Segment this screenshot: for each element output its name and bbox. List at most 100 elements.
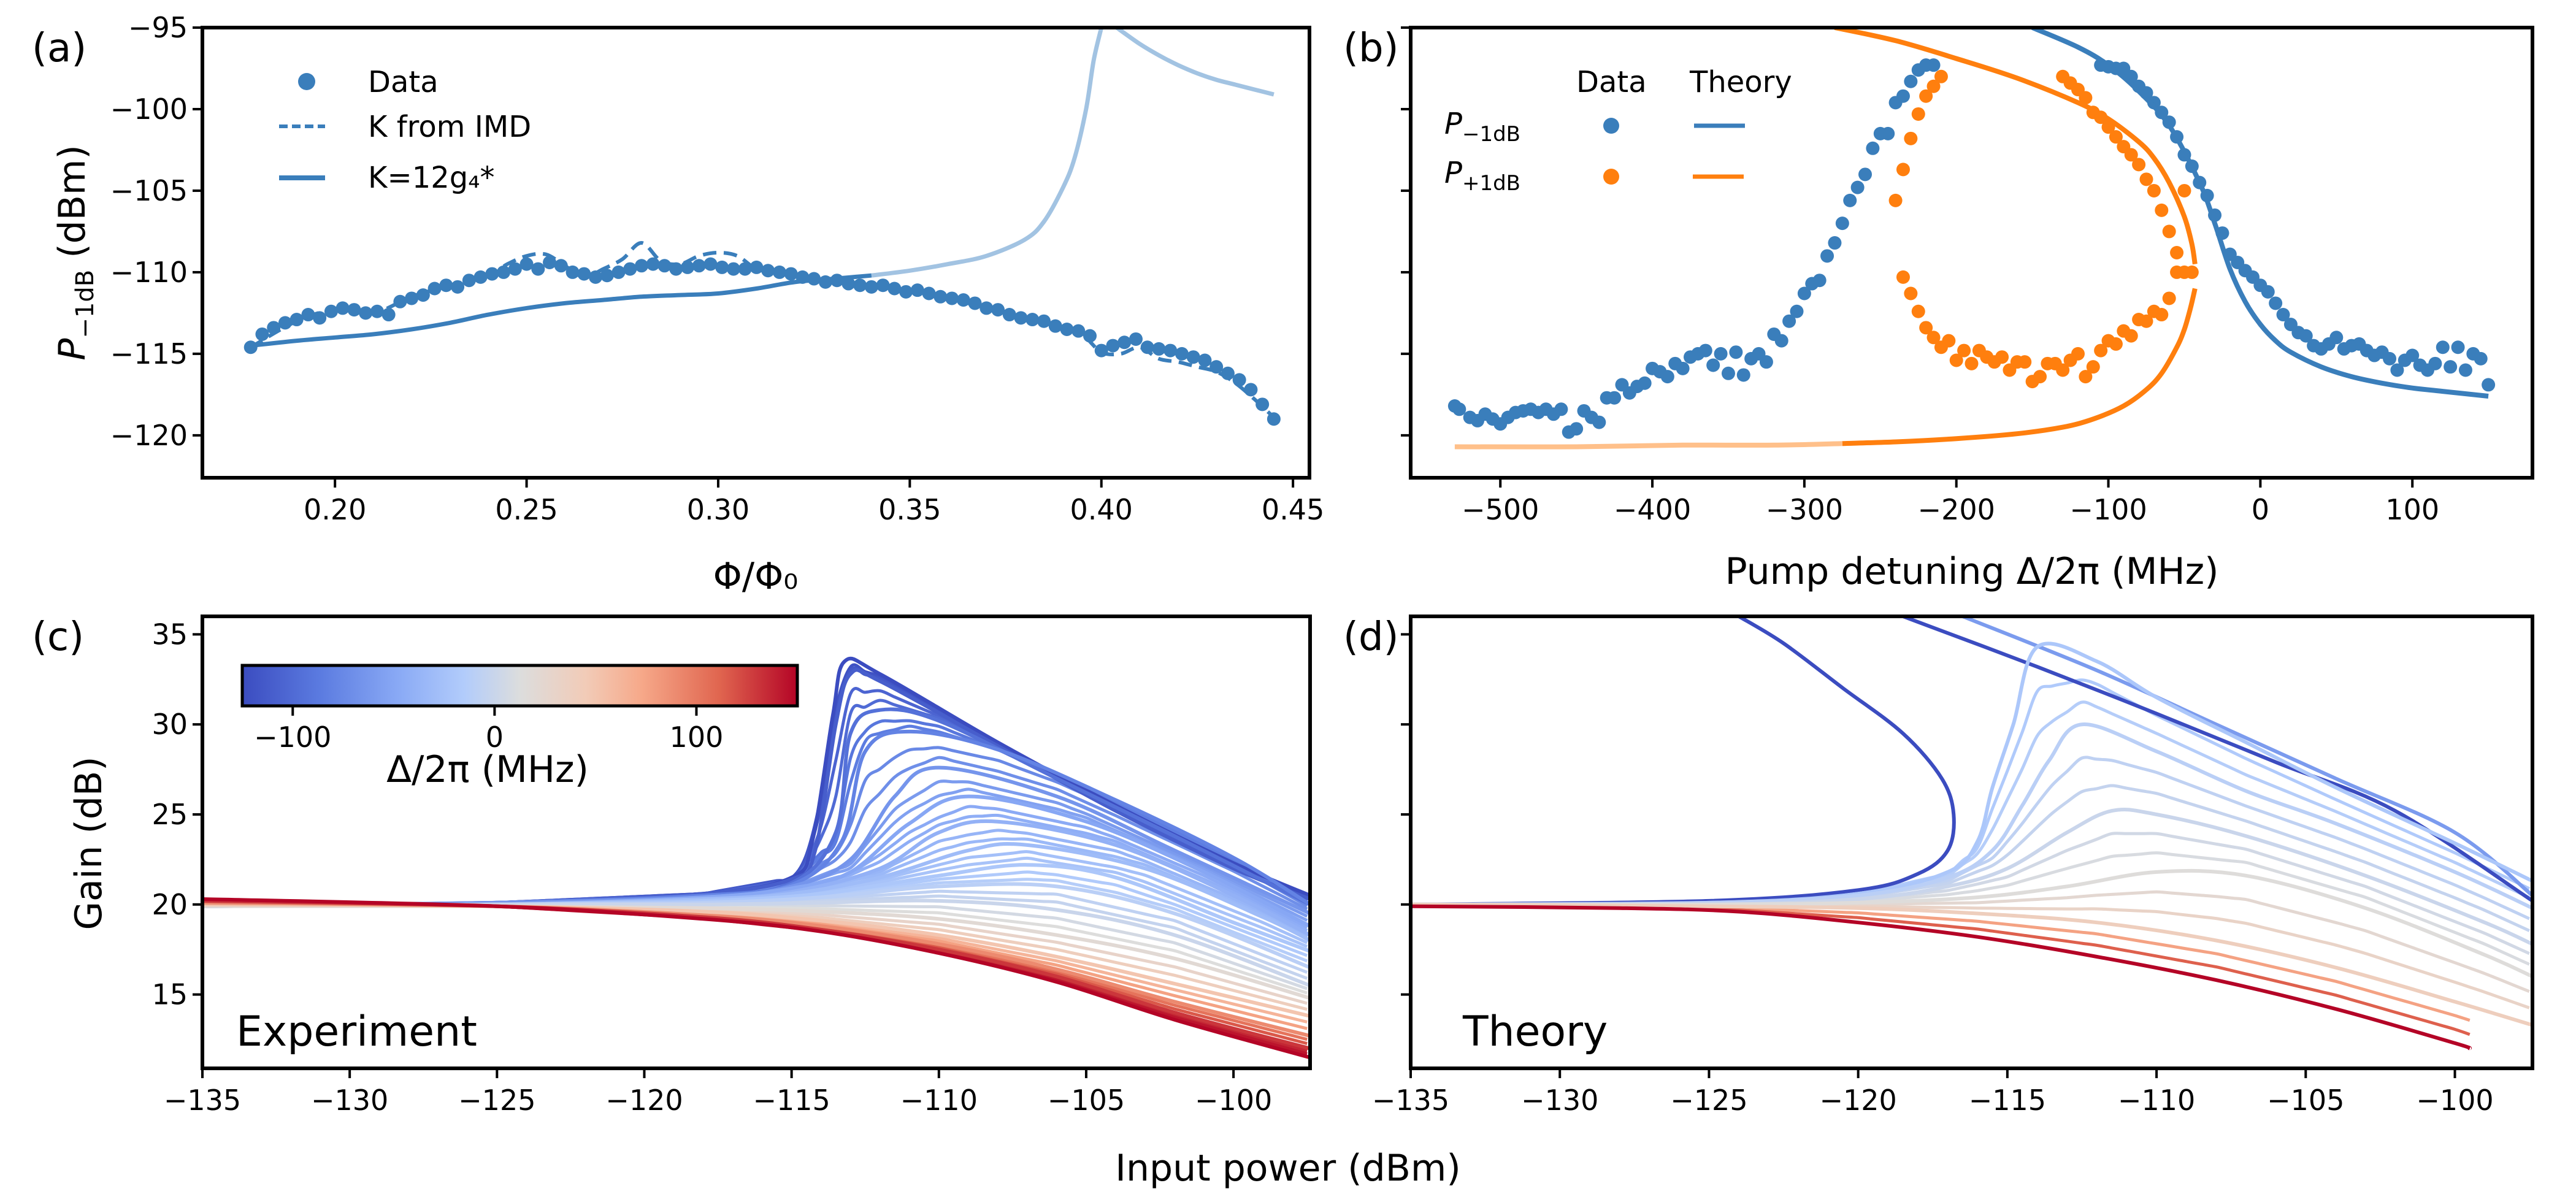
panel-c: −135 −130 −125 −120 −115 −110 −105 −100 15 20 25 30… [32, 615, 1312, 1117]
data-point [1570, 422, 1584, 436]
data-point [1934, 69, 1948, 83]
ylabel-sub: −1dB [71, 270, 99, 339]
data-point [1706, 358, 1720, 372]
x-tick-label: −125 [1670, 1084, 1747, 1117]
data-point [1904, 286, 1918, 301]
data-point [2155, 308, 2169, 322]
panel-d-frame [1409, 615, 2534, 1070]
data-point [1014, 311, 1028, 325]
data-point [1060, 322, 1074, 336]
data-point [1858, 167, 1873, 182]
data-point [2109, 337, 2123, 351]
data-point [2269, 296, 2283, 310]
legend-col-data: Data [1576, 65, 1647, 99]
data-point [2390, 363, 2404, 377]
data-point [680, 260, 694, 274]
data-point [1714, 347, 1728, 361]
data-point [1592, 415, 1606, 429]
data-point [2139, 172, 2153, 186]
panel-d-annotation: Theory [1462, 1008, 1608, 1056]
y-tick-label: −110 [110, 256, 188, 289]
data-point [1736, 368, 1750, 382]
data-point [1608, 391, 1622, 405]
x-tick-label: −400 [1614, 493, 1691, 526]
data-point [2132, 158, 2146, 172]
data-point [853, 278, 867, 293]
data-point [2056, 363, 2070, 377]
data-point [531, 262, 545, 276]
data-point [2086, 360, 2100, 374]
data-point [933, 289, 948, 304]
data-point [1843, 193, 1857, 207]
data-point [1965, 356, 1979, 370]
panel-c-ticks: −135 −130 −125 −120 −115 −110 −105 −100 15 20 25 30… [151, 618, 1272, 1117]
x-tick-label: −100 [2416, 1084, 2493, 1117]
panel-d-ticks: −135 −130 −125 −120 −115 −110 −105 −100 [1372, 633, 2494, 1117]
colorbar: −100 0 100 Δ/2π (MHz) [240, 664, 799, 791]
data-point [1919, 89, 1933, 103]
data-point [1554, 402, 1568, 416]
data-point [1209, 360, 1224, 374]
gain-curve [1961, 616, 2532, 897]
data-point [1186, 350, 1200, 364]
data-point [1904, 74, 1918, 88]
data-point [1660, 370, 1674, 384]
x-tick-label: −130 [311, 1084, 388, 1117]
data-point [1995, 350, 2009, 364]
data-point [2079, 370, 2093, 384]
x-tick-label: −200 [1918, 493, 1995, 526]
panel-b-ticks: −500 −400 −300 −200 −100 0 100 [1401, 26, 2439, 526]
data-point [635, 259, 649, 273]
panel-a: 0.20 0.25 0.30 0.35 0.40 0.45−95−100−105−110−… [32, 11, 1324, 598]
panel-c-ylabel: Gain (dB) [67, 756, 110, 930]
data-point [715, 260, 729, 274]
data-point [2474, 351, 2488, 366]
panel-d: −135 −130 −125 −120 −115 −110 −105 −100 (d) The… [1343, 615, 2534, 1117]
panel-a-label: (a) [32, 26, 86, 71]
data-point [876, 278, 890, 293]
x-tick-label: −105 [1048, 1084, 1125, 1117]
legend-col-theory: Theory [1689, 65, 1792, 99]
colorbar-tick-label: 0 [486, 721, 504, 754]
ylabel-main: P [51, 338, 94, 361]
data-point [623, 262, 637, 276]
legend-marker-pminus [1603, 118, 1619, 134]
data-point [2329, 331, 2344, 345]
x-tick-label: −125 [458, 1084, 535, 1117]
data-point [1911, 304, 1925, 318]
panel-b-plot-area [1447, 28, 2496, 450]
y-tick-label: −100 [110, 93, 188, 126]
data-point [2018, 355, 2032, 369]
data-point [646, 257, 660, 271]
legend-label-data: Data [368, 65, 439, 99]
data-point [703, 257, 718, 271]
data-point [1911, 107, 1925, 121]
x-tick-label: −500 [1462, 493, 1539, 526]
x-tick-label: −100 [1195, 1084, 1272, 1117]
data-point [1888, 193, 1903, 207]
y-tick-label: 15 [151, 978, 188, 1011]
colorbar-tick-label: −100 [254, 721, 331, 754]
data-point [2451, 340, 2465, 354]
data-point [2124, 329, 2138, 343]
y-tick-label: 25 [151, 798, 188, 831]
data-point [1828, 236, 1842, 250]
data-point [1106, 339, 1120, 353]
data-point [1919, 321, 1933, 335]
data-point [1904, 131, 1918, 145]
y-tick-label: −115 [110, 337, 188, 370]
data-point [1698, 343, 1712, 358]
theory-line [250, 273, 872, 348]
data-point [2383, 351, 2397, 366]
x-tick-label: 0.30 [687, 493, 749, 526]
data-point [772, 265, 786, 279]
legend-marker-pplus [1603, 169, 1619, 185]
data-point [1949, 353, 1963, 367]
data-point [2436, 340, 2450, 354]
theory-line [1834, 28, 2198, 265]
panel-c-plot-area [202, 656, 1310, 1060]
panel-b-legend: Data Theory P−1dB P+1dB [1444, 65, 1792, 196]
data-point [1881, 126, 1895, 140]
colorbar-label: Δ/2π (MHz) [386, 748, 589, 791]
panel-b-xlabel: Pump detuning Δ/2π (MHz) [1725, 550, 2218, 593]
